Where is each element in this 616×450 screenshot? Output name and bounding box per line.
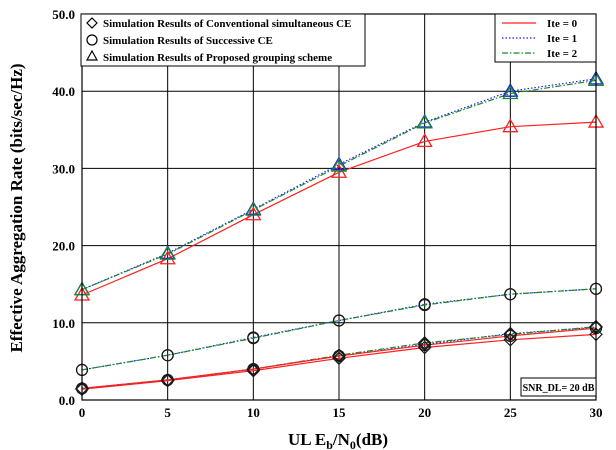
circle-point-ite2 — [247, 332, 260, 345]
circle-point-ite0 — [332, 349, 346, 363]
series-line-successive-ite1 — [81, 288, 597, 371]
diamond-marker-icon — [86, 17, 98, 29]
triangle-point-ite2 — [502, 85, 519, 100]
triangle-point-ite2 — [330, 157, 348, 172]
annotation-box — [520, 377, 597, 397]
y-tick-label: 10.0 — [52, 316, 75, 331]
y-tick-label: 30.0 — [52, 161, 75, 176]
annotation-text: SNR_DL= 20 dB — [523, 383, 595, 394]
tick-labels: 0 5 10 15 20 25 30 0.0 10.0 20.0 30.0 40.0 50.0 — [52, 7, 602, 420]
y-axis-title: Effective Aggregation Rate (bits/sec/Hz) — [7, 63, 26, 352]
x-tick-label: 10 — [247, 405, 260, 420]
x-tick-label: 0 — [79, 405, 86, 420]
circle-point-ite2 — [418, 298, 431, 312]
triangle-point-ite0 — [502, 118, 519, 133]
legend-label-ite0: Ite = 0 — [547, 18, 578, 30]
triangle-point-ite2 — [159, 245, 176, 260]
circle-point-ite2 — [504, 288, 517, 301]
x-tick-label: 5 — [164, 405, 171, 420]
legend-markers-box — [80, 13, 366, 67]
legend-markers: Simulation Results of Conventional simul… — [80, 13, 366, 67]
y-tick-label: 20.0 — [52, 239, 75, 254]
legend-label-conventional: Simulation Results of Conventional simul… — [103, 18, 351, 30]
triangle-point-ite2 — [416, 114, 433, 129]
diamond-point-ite0 — [246, 363, 261, 378]
diamond-point-ite0 — [332, 351, 346, 366]
circle-point-ite2 — [161, 349, 174, 362]
legend-marker-row-successive: Simulation Results of Successive CE — [86, 34, 273, 47]
legend-marker-row-proposed: Simulation Results of Proposed grouping … — [85, 49, 332, 64]
legend-lines: Ite = 0 Ite = 1 Ite = 2 — [494, 13, 597, 63]
circle-point-ite0 — [247, 363, 260, 376]
x-tick-label: 15 — [333, 405, 347, 420]
y-tick-label: 0.0 — [59, 393, 75, 408]
legend-label-proposed: Simulation Results of Proposed grouping … — [103, 52, 332, 64]
legend-label-successive: Simulation Results of Successive CE — [103, 35, 273, 47]
series-line-successive-ite0 — [81, 327, 597, 389]
markers — [73, 70, 605, 397]
triangle-point-ite1 — [330, 156, 348, 171]
circle-point-ite0 — [504, 329, 517, 343]
annotation: SNR_DL= 20 dB — [520, 377, 597, 397]
y-tick-label: 50.0 — [52, 7, 75, 22]
x-tick-label: 20 — [418, 405, 431, 420]
legend-marker-row-conventional: Simulation Results of Conventional simul… — [86, 17, 351, 30]
circle-marker-icon — [86, 34, 98, 46]
triangle-point-ite2 — [245, 201, 262, 216]
x-tick-label: 25 — [504, 405, 518, 420]
diamond-point-ite0 — [503, 332, 518, 347]
y-tick-label: 40.0 — [52, 84, 75, 99]
x-axis-title: UL Eb/N0(dB) — [288, 430, 388, 450]
legend-label-ite2: Ite = 2 — [547, 48, 578, 60]
legend-label-ite1: Ite = 1 — [547, 33, 577, 45]
circle-point-ite0 — [418, 339, 431, 352]
triangle-marker-icon — [85, 49, 99, 61]
grid — [82, 14, 596, 400]
series-line-successive-ite2 — [81, 288, 597, 371]
series-line-proposed-ite1 — [81, 78, 597, 291]
circle-point-ite0 — [161, 373, 174, 387]
circle-point-ite2 — [332, 314, 346, 327]
triangle-point-ite1 — [502, 82, 519, 97]
x-tick-label: 30 — [590, 405, 603, 420]
triangle-point-ite0 — [416, 133, 433, 148]
legend-lines-box — [494, 13, 597, 63]
